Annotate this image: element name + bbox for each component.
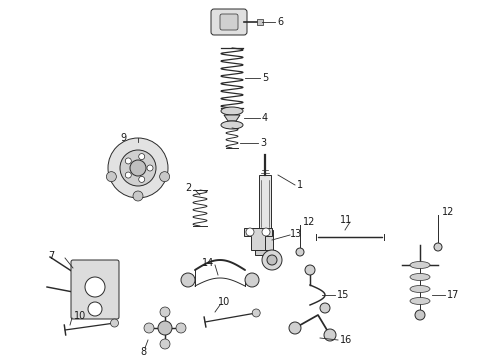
Text: 13: 13 bbox=[290, 229, 302, 239]
FancyBboxPatch shape bbox=[220, 14, 238, 30]
Circle shape bbox=[320, 303, 330, 313]
Ellipse shape bbox=[410, 274, 430, 280]
Circle shape bbox=[147, 165, 153, 171]
Circle shape bbox=[125, 172, 131, 178]
Circle shape bbox=[160, 339, 170, 349]
Text: 4: 4 bbox=[262, 113, 268, 123]
Bar bbox=[259, 175, 271, 230]
Ellipse shape bbox=[221, 107, 243, 115]
Text: 11: 11 bbox=[340, 215, 352, 225]
Circle shape bbox=[88, 302, 102, 316]
Text: 1: 1 bbox=[297, 180, 303, 190]
Text: 10: 10 bbox=[218, 297, 230, 307]
Text: 16: 16 bbox=[340, 335, 352, 345]
Circle shape bbox=[139, 176, 145, 183]
Bar bbox=[257, 19, 263, 25]
Circle shape bbox=[245, 273, 259, 287]
Circle shape bbox=[108, 138, 168, 198]
Circle shape bbox=[176, 323, 186, 333]
Text: 12: 12 bbox=[442, 207, 454, 217]
Text: 15: 15 bbox=[337, 290, 349, 300]
Bar bbox=[257, 230, 273, 250]
Circle shape bbox=[125, 158, 131, 164]
Ellipse shape bbox=[410, 261, 430, 269]
Text: 8: 8 bbox=[140, 347, 146, 357]
Circle shape bbox=[252, 309, 260, 317]
Circle shape bbox=[160, 172, 170, 182]
Circle shape bbox=[181, 273, 195, 287]
Circle shape bbox=[434, 243, 442, 251]
Circle shape bbox=[160, 307, 170, 317]
Polygon shape bbox=[244, 228, 272, 250]
Text: 5: 5 bbox=[262, 73, 268, 83]
Text: 9: 9 bbox=[120, 133, 126, 143]
Circle shape bbox=[85, 277, 105, 297]
Text: 17: 17 bbox=[447, 290, 460, 300]
Text: 6: 6 bbox=[277, 17, 283, 27]
Ellipse shape bbox=[221, 121, 243, 129]
Circle shape bbox=[415, 310, 425, 320]
Circle shape bbox=[305, 265, 315, 275]
Circle shape bbox=[133, 191, 143, 201]
Circle shape bbox=[120, 150, 156, 186]
Text: 12: 12 bbox=[303, 217, 316, 227]
Text: 3: 3 bbox=[260, 138, 266, 148]
Circle shape bbox=[289, 322, 301, 334]
Circle shape bbox=[262, 228, 270, 236]
Ellipse shape bbox=[410, 297, 430, 305]
Circle shape bbox=[111, 319, 119, 327]
Text: 14: 14 bbox=[202, 258, 214, 268]
Circle shape bbox=[130, 160, 146, 176]
Polygon shape bbox=[224, 115, 240, 121]
Bar bbox=[255, 250, 275, 255]
FancyBboxPatch shape bbox=[211, 9, 247, 35]
Circle shape bbox=[267, 255, 277, 265]
Text: 10: 10 bbox=[74, 311, 86, 321]
Text: 7: 7 bbox=[48, 251, 54, 261]
Circle shape bbox=[324, 329, 336, 341]
Circle shape bbox=[106, 172, 116, 182]
Circle shape bbox=[139, 154, 145, 159]
Circle shape bbox=[246, 228, 254, 236]
Circle shape bbox=[144, 323, 154, 333]
Ellipse shape bbox=[410, 285, 430, 292]
Circle shape bbox=[296, 248, 304, 256]
Text: 2: 2 bbox=[185, 183, 191, 193]
Circle shape bbox=[262, 250, 282, 270]
Circle shape bbox=[158, 321, 172, 335]
FancyBboxPatch shape bbox=[71, 260, 119, 319]
